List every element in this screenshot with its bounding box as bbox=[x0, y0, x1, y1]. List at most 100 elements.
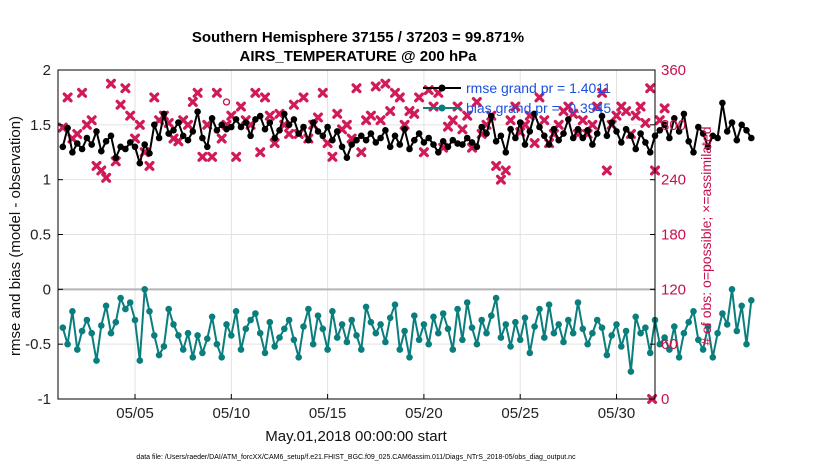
obs-assimilated-marker bbox=[563, 101, 574, 112]
bias-point bbox=[675, 354, 683, 361]
rmse-point bbox=[666, 134, 673, 142]
bias-point bbox=[463, 299, 471, 306]
bias-point bbox=[723, 321, 731, 328]
x-tick-label: 05/10 bbox=[213, 405, 251, 422]
obs-assimilated-marker bbox=[385, 106, 396, 117]
bias-point bbox=[252, 310, 259, 317]
bias-point bbox=[160, 343, 168, 350]
bias-point bbox=[338, 321, 346, 328]
obs-assimilated-x bbox=[284, 128, 295, 139]
bias-point bbox=[483, 329, 490, 337]
bias-point bbox=[266, 318, 274, 326]
y-axis-right-ticks: 0 60 120 180 240 300 360 bbox=[650, 62, 686, 408]
bias-point bbox=[208, 313, 216, 321]
bias-point bbox=[743, 340, 750, 348]
rmse-point bbox=[98, 147, 105, 155]
bias-point bbox=[382, 338, 389, 346]
bias-point bbox=[608, 332, 615, 339]
rmse-point bbox=[714, 134, 721, 142]
rmse-point bbox=[386, 143, 394, 151]
bias-point bbox=[83, 316, 91, 324]
rmse-point bbox=[165, 130, 172, 137]
bias-point bbox=[473, 340, 481, 348]
obs-assimilated-x bbox=[72, 128, 83, 139]
bias-point bbox=[526, 349, 534, 357]
rmse-point bbox=[560, 130, 567, 137]
bias-point bbox=[685, 318, 692, 326]
data-file-footer: data file: /Users/raeder/DAI/ATM_forcXX/… bbox=[136, 454, 576, 461]
obs-assimilated-marker bbox=[187, 96, 198, 107]
rmse-point bbox=[680, 110, 688, 118]
obs-assimilated-x bbox=[327, 151, 338, 162]
obs-assimilated-marker bbox=[202, 119, 213, 130]
bias-point bbox=[194, 332, 201, 339]
obs-assimilated-marker bbox=[288, 99, 299, 110]
obs-assimilated-marker bbox=[341, 119, 352, 130]
obs-assimilated-x bbox=[577, 115, 588, 126]
rmse-point bbox=[488, 112, 495, 120]
bias-point bbox=[170, 321, 177, 328]
obs-assimilated-x bbox=[611, 110, 622, 121]
obs-assimilated-x bbox=[312, 112, 323, 123]
x-axis-ticks: 05/05 05/10 05/15 05/20 05/25 05/30 bbox=[116, 394, 635, 422]
obs-assimilated-x bbox=[255, 147, 266, 158]
rmse-point bbox=[598, 112, 606, 120]
bias-point bbox=[189, 354, 197, 361]
obs-assimilated-x bbox=[385, 106, 396, 117]
obs-assimilated-marker bbox=[529, 138, 540, 149]
rmse-point bbox=[305, 136, 312, 144]
bias-point bbox=[680, 329, 688, 337]
chart-title: Southern Hemisphere 37155 / 37203 = 99.8… bbox=[192, 29, 524, 46]
bias-point bbox=[589, 329, 596, 337]
rmse-point bbox=[290, 116, 298, 123]
rmse-point bbox=[415, 130, 423, 137]
obs-assimilated-x bbox=[202, 119, 213, 130]
rmse-point bbox=[281, 110, 288, 118]
obs-assimilated-x bbox=[365, 110, 376, 121]
rmse-point bbox=[507, 125, 514, 133]
obs-assimilated-x bbox=[182, 119, 193, 130]
rmse-point bbox=[213, 127, 221, 134]
rmse-point bbox=[372, 139, 380, 146]
obs-assimilated-x bbox=[332, 108, 343, 119]
rmse-point bbox=[550, 125, 558, 133]
bias-point bbox=[285, 316, 293, 324]
bias-point bbox=[281, 325, 288, 333]
rmse-point bbox=[146, 150, 153, 157]
rmse-point bbox=[276, 127, 283, 134]
obs-assimilated-marker bbox=[72, 128, 83, 139]
obs-assimilated-marker bbox=[182, 119, 193, 130]
rmse-point bbox=[300, 123, 307, 131]
obs-assimilated-marker bbox=[370, 81, 381, 92]
rmse-point bbox=[401, 125, 408, 133]
bias-point bbox=[411, 312, 418, 320]
obs-assimilated-x bbox=[269, 138, 280, 149]
obs-assimilated-marker bbox=[134, 119, 145, 130]
bias-point bbox=[256, 329, 264, 337]
obs-assimilated-marker bbox=[630, 110, 641, 121]
bias-point bbox=[444, 325, 452, 333]
bias-point bbox=[136, 357, 144, 364]
rmse-point bbox=[516, 119, 524, 126]
y-axis-label: rmse and bias (model - observation) bbox=[7, 116, 24, 356]
y-tick-label: 0 bbox=[43, 281, 51, 298]
y-tick-label: 2 bbox=[43, 62, 51, 79]
rmse-point bbox=[362, 136, 370, 144]
rmse-point bbox=[126, 139, 134, 146]
obs-assimilated-marker bbox=[500, 165, 511, 176]
obs-assimilated-x bbox=[635, 101, 646, 112]
bias-point bbox=[719, 310, 726, 317]
rmse-point bbox=[425, 134, 433, 142]
obs-assimilated-marker bbox=[264, 110, 275, 121]
obs-assimilated-marker bbox=[298, 92, 309, 103]
legend-bias-marker bbox=[438, 104, 446, 112]
rmse-point bbox=[690, 149, 697, 156]
obs-assimilated-marker bbox=[505, 115, 516, 126]
bias-point bbox=[372, 329, 380, 337]
bias-point bbox=[574, 299, 582, 306]
legend-bias-label: bias grand pr = -0.3945 bbox=[466, 100, 611, 116]
bias-point bbox=[98, 322, 105, 329]
obs-assimilated-marker bbox=[659, 103, 670, 114]
x-axis-label: May.01,2018 00:00:00 start bbox=[265, 428, 447, 445]
rmse-point bbox=[483, 130, 490, 137]
